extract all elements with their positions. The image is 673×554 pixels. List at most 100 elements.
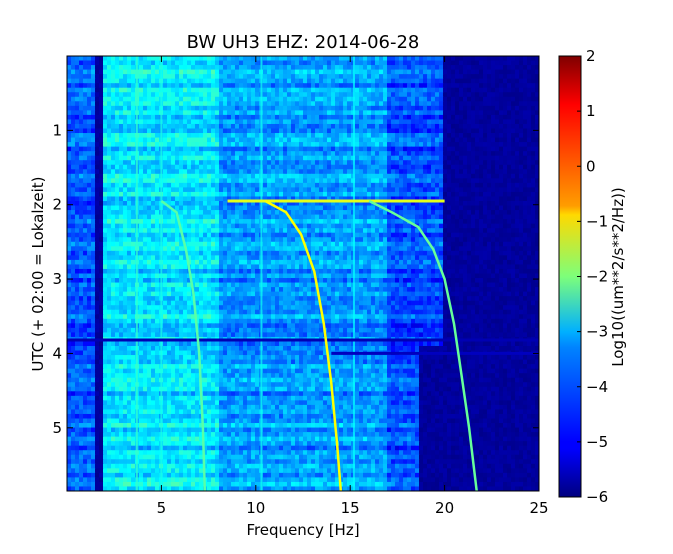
spectrogram-cell (231, 178, 236, 184)
spectrogram-cell (183, 182, 188, 189)
spectrogram-cell (503, 110, 508, 116)
spectrogram-cell (535, 178, 539, 184)
spectrogram-cell (503, 160, 508, 166)
spectrogram-cell (499, 232, 504, 238)
spectrogram-cell (119, 169, 124, 175)
spectrogram-cell (439, 114, 444, 121)
spectrogram-cell (411, 78, 416, 84)
spectrogram-cell (155, 87, 160, 93)
spectrogram-cell (507, 119, 512, 125)
spectrogram-cell (75, 96, 80, 102)
spectrogram-cell (319, 110, 324, 116)
spectrogram-cell (319, 60, 324, 66)
spectrogram-cell (299, 128, 304, 134)
spectrogram-cell (71, 160, 76, 166)
spectrogram-cell (295, 223, 300, 229)
spectrogram-cell (163, 69, 168, 75)
spectrogram-cell (275, 65, 280, 71)
spectrogram-cell (403, 105, 408, 111)
spectrogram-cell (231, 78, 236, 84)
spectrogram-cell (107, 92, 112, 98)
spectrogram-cell (99, 210, 104, 216)
spectrogram-cell (275, 219, 280, 225)
spectrogram-cell (403, 173, 408, 179)
spectrogram-cell (167, 96, 172, 102)
spectrogram-cell (143, 205, 148, 211)
spectrogram-cell (115, 119, 120, 125)
spectrogram-cell (331, 237, 336, 243)
spectrogram-cell (119, 241, 124, 247)
spectrogram-cell (123, 133, 128, 139)
spectrogram-cell (131, 133, 136, 139)
spectrogram-cell (131, 69, 136, 75)
spectrogram-cell (439, 96, 444, 102)
spectrogram-cell (483, 155, 488, 161)
spectrogram-cell (175, 169, 180, 175)
spectrogram-cell (519, 137, 524, 143)
spectrogram-cell (275, 164, 280, 170)
spectrogram-cell (187, 228, 192, 234)
spectrogram-cell (455, 119, 460, 125)
spectrogram-cell (199, 201, 204, 207)
spectrogram-cell (231, 60, 236, 66)
spectrogram-cell (435, 191, 440, 198)
spectrogram-cell (163, 164, 168, 170)
spectrogram-cell (467, 169, 472, 175)
spectrogram-cell (179, 78, 184, 84)
spectrogram-cell (507, 128, 512, 134)
spectrogram-cell (215, 142, 220, 148)
spectrogram-cell (319, 142, 324, 148)
spectrogram-cell (271, 83, 276, 89)
spectrogram-cell (203, 151, 208, 157)
spectrogram-cell (83, 105, 88, 111)
spectrogram-cell (479, 232, 484, 238)
spectrogram-cell (167, 137, 172, 143)
spectrogram-cell (239, 160, 244, 166)
spectrogram-cell (367, 142, 372, 148)
spectrogram-cell (167, 74, 172, 80)
spectrogram-cell (451, 105, 456, 111)
spectrogram-cell (439, 83, 444, 89)
spectrogram-cell (95, 137, 100, 143)
spectrogram-cell (375, 56, 380, 62)
spectrogram-cell (515, 110, 520, 116)
spectrogram-cell (279, 119, 284, 125)
spectrogram-cell (235, 101, 240, 107)
spectrogram-cell (499, 169, 504, 175)
spectrogram-cell (427, 173, 432, 179)
spectrogram-cell (375, 205, 380, 211)
spectrogram-cell (283, 187, 288, 193)
spectrogram-cell (315, 160, 320, 166)
spectrogram-cell (183, 110, 188, 116)
spectrogram-cell (219, 137, 224, 143)
spectrogram-cell (475, 182, 480, 189)
spectrogram-cell (83, 155, 88, 161)
spectrogram-cell (319, 164, 324, 170)
spectrogram-cell (271, 78, 276, 84)
spectrogram-cell (471, 87, 476, 93)
spectrogram-cell (495, 69, 500, 75)
spectrogram-cell (311, 191, 316, 198)
spectrogram-cell (403, 151, 408, 157)
spectrogram-cell (367, 101, 372, 107)
spectrogram-cell (303, 178, 308, 184)
spectrogram-cell (295, 187, 300, 193)
spectrogram-cell (79, 187, 84, 193)
spectrogram-cell (339, 155, 344, 161)
spectrogram-cell (487, 146, 492, 152)
spectrogram-cell (527, 146, 532, 152)
spectrogram-cell (515, 241, 520, 247)
spectrogram-cell (263, 191, 268, 198)
spectrogram-cell (179, 74, 184, 80)
spectrogram-cell (527, 182, 532, 189)
spectrogram-cell (359, 155, 364, 161)
spectrogram-cell (315, 56, 320, 62)
spectrogram-cell (255, 65, 260, 71)
spectrogram-cell (275, 128, 280, 134)
spectrogram-cell (147, 173, 152, 179)
spectrogram-cell (79, 201, 84, 207)
spectrogram-cell (479, 96, 484, 102)
spectrogram-cell (147, 78, 152, 84)
spectrogram-cell (323, 155, 328, 161)
spectrogram-cell (283, 232, 288, 238)
